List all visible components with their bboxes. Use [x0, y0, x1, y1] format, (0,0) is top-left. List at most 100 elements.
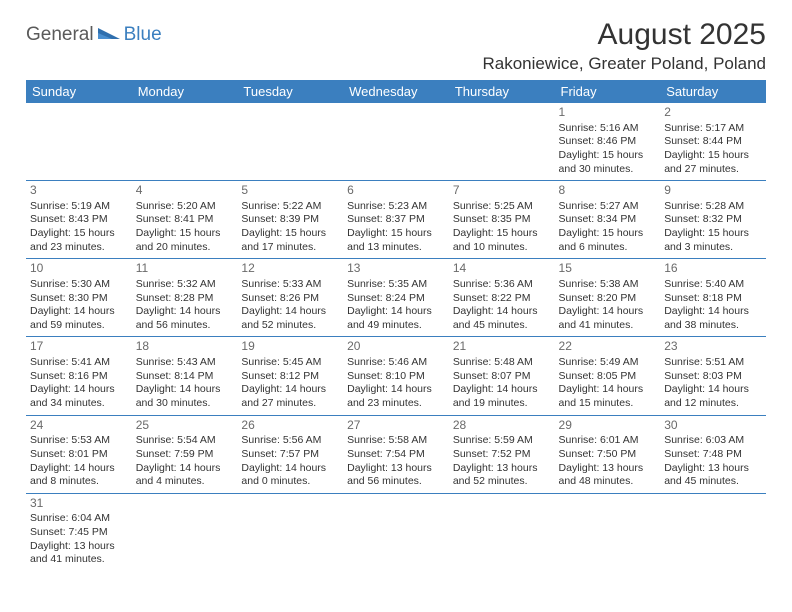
day-info-line: Sunrise: 5:53 AM [30, 434, 128, 448]
day-info-line: and 34 minutes. [30, 397, 128, 411]
day-info-line: Sunset: 8:37 PM [347, 213, 445, 227]
calendar-cell: 12Sunrise: 5:33 AMSunset: 8:26 PMDayligh… [237, 259, 343, 337]
day-info-line: Sunset: 8:39 PM [241, 213, 339, 227]
day-number: 5 [241, 183, 339, 199]
calendar-cell: 3Sunrise: 5:19 AMSunset: 8:43 PMDaylight… [26, 181, 132, 259]
day-info-line: Sunrise: 6:04 AM [30, 512, 128, 526]
calendar-cell: 22Sunrise: 5:49 AMSunset: 8:05 PMDayligh… [555, 337, 661, 415]
day-info-line: Daylight: 14 hours [347, 383, 445, 397]
day-info-line: and 19 minutes. [453, 397, 551, 411]
day-info-line: Sunrise: 5:25 AM [453, 200, 551, 214]
day-info-line: Sunset: 7:45 PM [30, 526, 128, 540]
calendar-header-row: SundayMondayTuesdayWednesdayThursdayFrid… [26, 80, 766, 103]
day-number: 14 [453, 261, 551, 277]
calendar-cell: 6Sunrise: 5:23 AMSunset: 8:37 PMDaylight… [343, 181, 449, 259]
day-info-line: and 15 minutes. [559, 397, 657, 411]
day-info-line: Sunrise: 5:56 AM [241, 434, 339, 448]
day-info-line: Daylight: 14 hours [453, 383, 551, 397]
day-info-line: Sunrise: 5:51 AM [664, 356, 762, 370]
day-info-line: Sunset: 7:57 PM [241, 448, 339, 462]
day-info-line: Sunset: 7:48 PM [664, 448, 762, 462]
calendar-cell: 10Sunrise: 5:30 AMSunset: 8:30 PMDayligh… [26, 259, 132, 337]
calendar-cell [132, 493, 238, 571]
calendar-cell [237, 493, 343, 571]
day-info-line: and 30 minutes. [559, 163, 657, 177]
day-info-line: and 3 minutes. [664, 241, 762, 255]
dow-header: Thursday [449, 80, 555, 103]
day-number: 30 [664, 418, 762, 434]
day-info-line: and 49 minutes. [347, 319, 445, 333]
day-info-line: Sunrise: 5:27 AM [559, 200, 657, 214]
dow-header: Wednesday [343, 80, 449, 103]
day-number: 2 [664, 105, 762, 121]
day-info-line: Sunrise: 5:23 AM [347, 200, 445, 214]
calendar-cell: 5Sunrise: 5:22 AMSunset: 8:39 PMDaylight… [237, 181, 343, 259]
day-info-line: Daylight: 14 hours [559, 383, 657, 397]
day-number: 3 [30, 183, 128, 199]
calendar-cell: 8Sunrise: 5:27 AMSunset: 8:34 PMDaylight… [555, 181, 661, 259]
day-number: 15 [559, 261, 657, 277]
day-info-line: Daylight: 14 hours [136, 305, 234, 319]
day-info-line: Sunset: 8:44 PM [664, 135, 762, 149]
calendar-cell: 20Sunrise: 5:46 AMSunset: 8:10 PMDayligh… [343, 337, 449, 415]
day-info-line: Sunrise: 5:46 AM [347, 356, 445, 370]
day-info-line: Sunrise: 5:28 AM [664, 200, 762, 214]
calendar-cell: 24Sunrise: 5:53 AMSunset: 8:01 PMDayligh… [26, 415, 132, 493]
calendar-cell: 11Sunrise: 5:32 AMSunset: 8:28 PMDayligh… [132, 259, 238, 337]
day-number: 12 [241, 261, 339, 277]
day-info-line: Sunrise: 5:59 AM [453, 434, 551, 448]
calendar-cell [26, 103, 132, 181]
day-number: 22 [559, 339, 657, 355]
dow-header: Sunday [26, 80, 132, 103]
day-number: 26 [241, 418, 339, 434]
day-number: 28 [453, 418, 551, 434]
header: General Blue August 2025 Rakoniewice, Gr… [26, 18, 766, 74]
day-info-line: Daylight: 14 hours [559, 305, 657, 319]
day-info-line: Daylight: 14 hours [30, 383, 128, 397]
day-info-line: Daylight: 14 hours [241, 305, 339, 319]
day-info-line: Sunset: 8:18 PM [664, 292, 762, 306]
day-info-line: Sunset: 8:28 PM [136, 292, 234, 306]
day-number: 17 [30, 339, 128, 355]
day-info-line: Sunset: 7:50 PM [559, 448, 657, 462]
day-info-line: Daylight: 15 hours [664, 149, 762, 163]
day-info-line: Sunrise: 5:30 AM [30, 278, 128, 292]
calendar-cell [660, 493, 766, 571]
day-info-line: Sunrise: 5:33 AM [241, 278, 339, 292]
day-number: 27 [347, 418, 445, 434]
day-info-line: Sunrise: 5:58 AM [347, 434, 445, 448]
logo-text-general: General [26, 24, 94, 46]
calendar-cell: 30Sunrise: 6:03 AMSunset: 7:48 PMDayligh… [660, 415, 766, 493]
calendar-cell [237, 103, 343, 181]
day-number: 1 [559, 105, 657, 121]
day-info-line: Sunrise: 5:54 AM [136, 434, 234, 448]
calendar-cell: 27Sunrise: 5:58 AMSunset: 7:54 PMDayligh… [343, 415, 449, 493]
day-info-line: and 27 minutes. [664, 163, 762, 177]
day-info-line: Sunrise: 6:03 AM [664, 434, 762, 448]
day-info-line: Daylight: 13 hours [347, 462, 445, 476]
day-info-line: and 52 minutes. [241, 319, 339, 333]
day-info-line: Sunset: 8:22 PM [453, 292, 551, 306]
day-info-line: Sunrise: 5:17 AM [664, 122, 762, 136]
day-info-line: and 10 minutes. [453, 241, 551, 255]
calendar-table: SundayMondayTuesdayWednesdayThursdayFrid… [26, 80, 766, 571]
day-info-line: Daylight: 14 hours [347, 305, 445, 319]
day-info-line: and 38 minutes. [664, 319, 762, 333]
day-info-line: Sunrise: 5:22 AM [241, 200, 339, 214]
calendar-cell: 7Sunrise: 5:25 AMSunset: 8:35 PMDaylight… [449, 181, 555, 259]
day-info-line: Sunrise: 5:45 AM [241, 356, 339, 370]
calendar-cell [555, 493, 661, 571]
day-info-line: Sunset: 8:03 PM [664, 370, 762, 384]
calendar-cell: 13Sunrise: 5:35 AMSunset: 8:24 PMDayligh… [343, 259, 449, 337]
calendar-cell: 1Sunrise: 5:16 AMSunset: 8:46 PMDaylight… [555, 103, 661, 181]
day-info-line: and 30 minutes. [136, 397, 234, 411]
title-block: August 2025 Rakoniewice, Greater Poland,… [483, 18, 767, 74]
day-info-line: Sunrise: 5:16 AM [559, 122, 657, 136]
day-info-line: Sunrise: 5:35 AM [347, 278, 445, 292]
day-number: 29 [559, 418, 657, 434]
day-info-line: Sunset: 8:32 PM [664, 213, 762, 227]
day-info-line: Daylight: 14 hours [664, 305, 762, 319]
day-info-line: Sunset: 8:24 PM [347, 292, 445, 306]
day-info-line: Daylight: 14 hours [241, 383, 339, 397]
calendar-cell: 21Sunrise: 5:48 AMSunset: 8:07 PMDayligh… [449, 337, 555, 415]
